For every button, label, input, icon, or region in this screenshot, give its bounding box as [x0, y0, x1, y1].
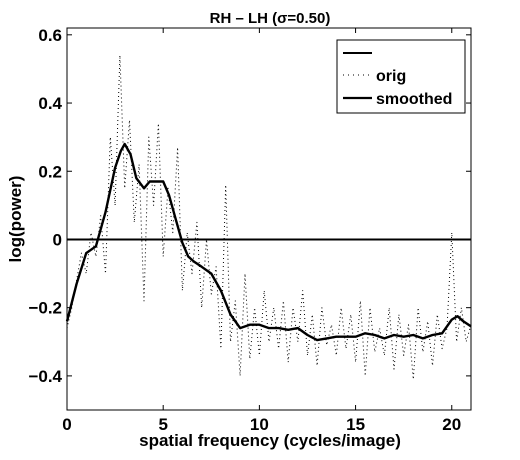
plot-frame [66, 27, 472, 411]
legend-label-smoothed: smoothed [376, 91, 452, 108]
y-tick-label: 0.2 [38, 162, 62, 181]
x-tick-label: 20 [442, 415, 461, 434]
smoothed-series-line [65, 142, 472, 342]
y-tick-label: 0.4 [38, 94, 62, 113]
orig-series-line [66, 54, 472, 380]
axis-ticks: 0 5 10 15 20 −0.4 −0.2 0 0.2 0.4 0.6 [28, 26, 471, 434]
chart-title: RH – LH (σ=0.50) [210, 10, 331, 27]
series-layer [65, 54, 472, 380]
y-tick-label: −0.2 [28, 299, 62, 318]
y-tick-label: 0 [53, 230, 62, 249]
y-tick-label: −0.4 [28, 367, 62, 386]
x-tick-label: 5 [158, 415, 167, 434]
y-tick-label: 0.6 [38, 26, 62, 45]
x-axis-label: spatial frequency (cycles/image) [139, 431, 401, 450]
legend-label-orig: orig [376, 68, 406, 85]
legend: orig smoothed [336, 39, 466, 114]
x-tick-label: 15 [346, 415, 365, 434]
x-tick-label: 10 [250, 415, 269, 434]
x-tick-label: 0 [62, 415, 71, 434]
y-axis-label: log(power) [6, 176, 25, 263]
